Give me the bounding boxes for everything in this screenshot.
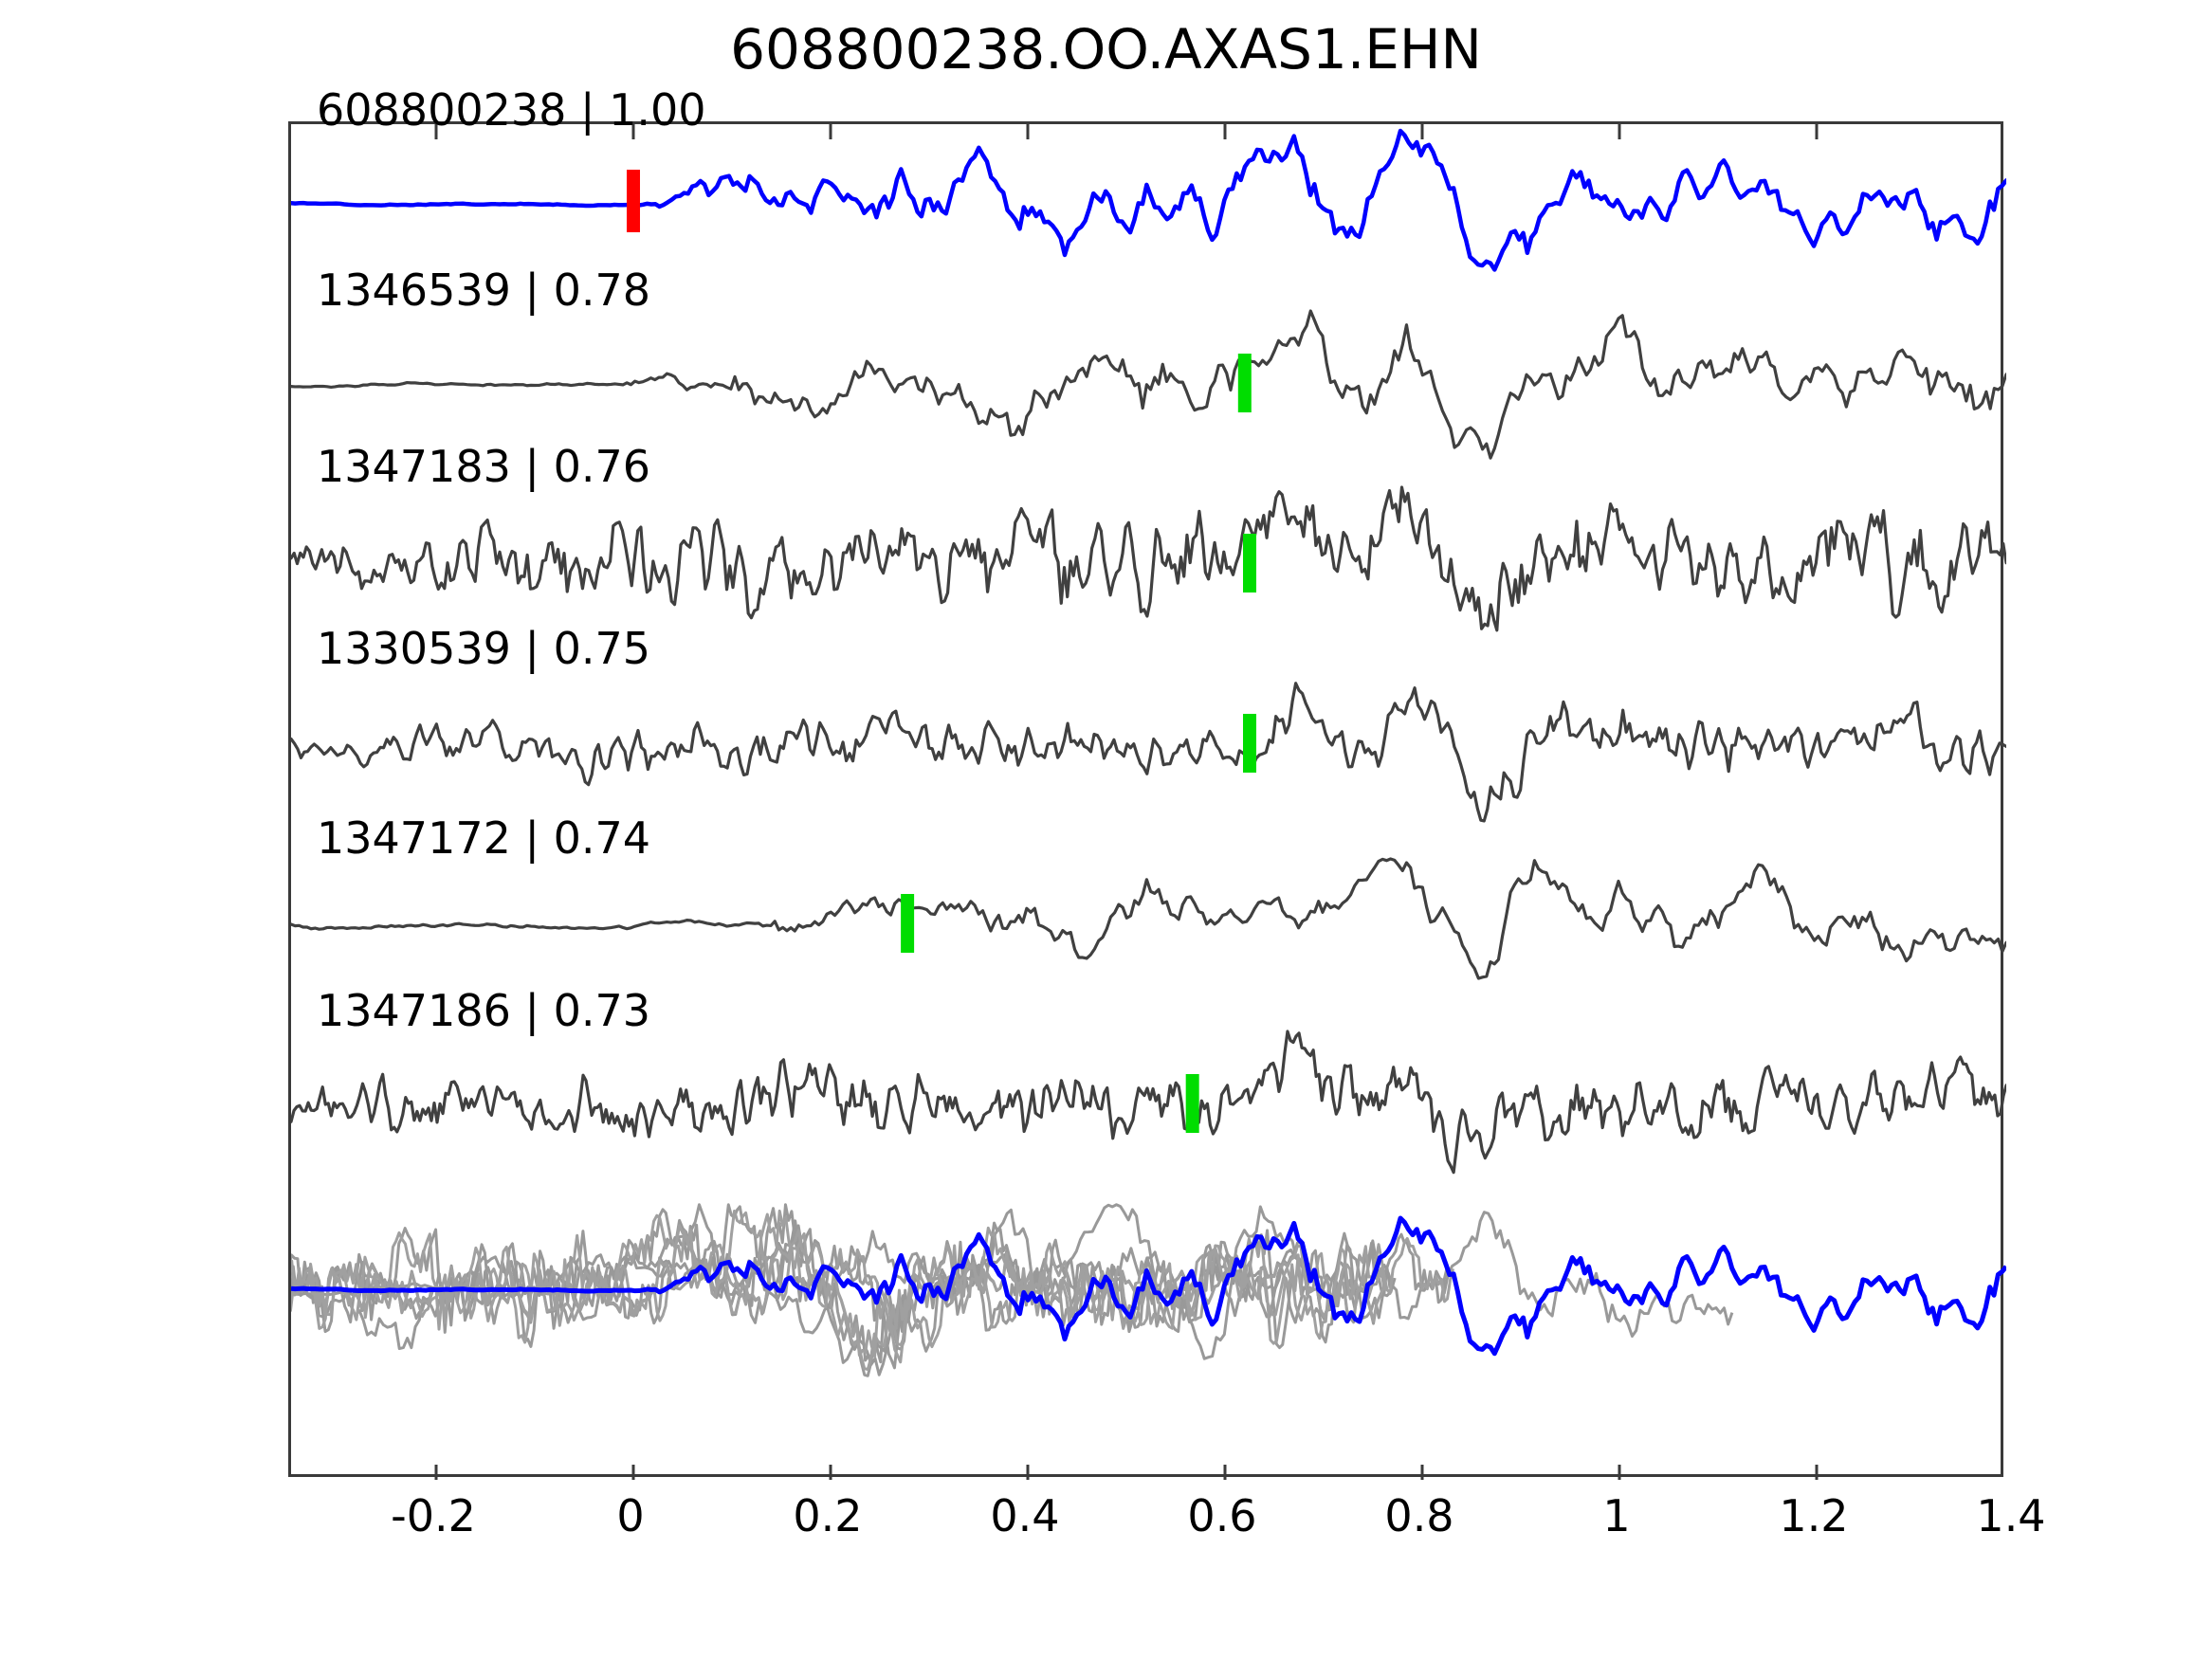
stacked-template-trace (291, 1215, 2006, 1357)
xaxis-tick-label: 0.6 (1187, 1490, 1257, 1541)
xaxis-tick-label: 1.2 (1779, 1490, 1849, 1541)
waveform-trace (291, 309, 2006, 460)
stacked-overlay-trace (291, 1209, 1455, 1364)
detection-pick-marker (901, 894, 915, 953)
traces-group (291, 128, 2006, 1377)
xaxis-tick-label: 1 (1602, 1490, 1631, 1541)
plot-svg (291, 124, 2006, 1480)
stacked-overlay-trace (291, 1203, 1734, 1360)
xaxis-tick-label: 1.4 (1976, 1490, 2046, 1541)
xaxis-tick-label: 0.2 (793, 1490, 863, 1541)
stacked-overlay-trace (291, 1203, 1392, 1364)
template-pick-marker (626, 170, 640, 232)
waveform-trace (291, 485, 2006, 632)
plot-area (288, 121, 2006, 1480)
detection-pick-marker (1243, 534, 1256, 592)
detection-pick-marker (1185, 1074, 1199, 1133)
waveform-trace (291, 1030, 2006, 1175)
stacked-overlay-trace (291, 1209, 1386, 1358)
detection-pick-marker (1243, 714, 1256, 773)
waveform-trace (291, 857, 2006, 980)
waveform-trace (291, 128, 2006, 272)
waveform-trace (291, 682, 2006, 823)
xaxis-tick-label: 0.4 (990, 1490, 1060, 1541)
xaxis-tick-label: 0.8 (1384, 1490, 1454, 1541)
xaxis-ticks-group (434, 124, 1819, 1480)
xaxis-tick-label: 0 (616, 1490, 645, 1541)
pick-markers-group (626, 170, 1256, 1133)
xaxis-tick-labels: -0.2 0 0.2 0.4 0.6 0.8 1 1.2 1.4 (288, 1490, 2045, 1557)
xaxis-tick-label: -0.2 (391, 1490, 476, 1541)
page-title: 608800238.OO.AXAS1.EHN (730, 17, 1482, 82)
detection-pick-marker (1237, 354, 1252, 412)
